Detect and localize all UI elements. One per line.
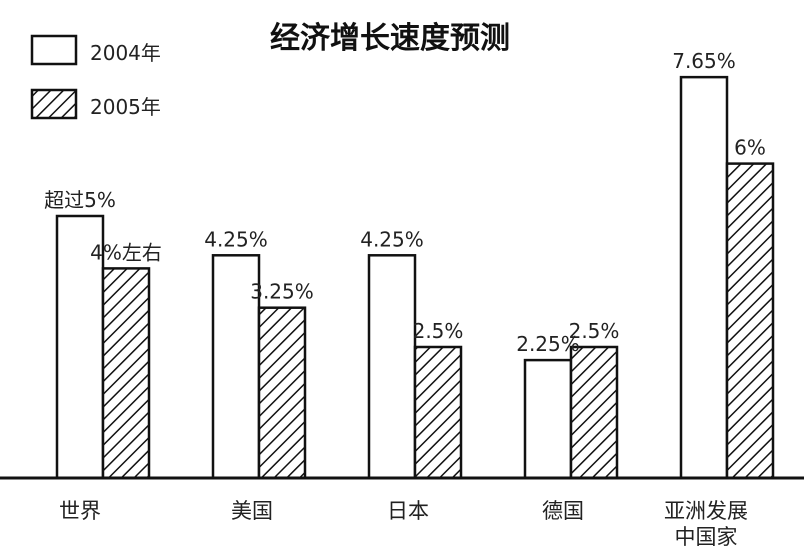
bars [55,75,775,480]
category-label-0: 世界 [59,499,101,523]
data-label-2004-1: 4.25% [204,227,268,251]
legend-swatch-2005 [30,88,78,120]
bar-2004-4 [679,75,729,480]
data-label-2005-3: 2.5% [569,319,620,343]
chart-title: 经济增长速度预测 [270,21,510,56]
legend: 2004年 2005年 [30,34,161,120]
bar-2005-2 [413,345,463,480]
category-label-4-line-0: 亚洲发展 [664,499,748,523]
category-label-4-line-1: 中国家 [675,525,738,549]
legend-label-2004: 2004年 [90,41,161,65]
bar-2004-0 [55,214,105,480]
data-label-2004-2: 4.25% [360,227,424,251]
bar-2005-3 [569,345,619,480]
data-label-2005-1: 3.25% [250,280,314,304]
category-label-1: 美国 [231,499,273,523]
category-label-2: 日本 [387,499,429,523]
bar-2005-4 [725,162,775,480]
bar-2004-2 [367,254,417,480]
data-labels: 超过5% 4.25% 4.25% 2.25% 7.65% 4%左右 3.25% 2.5% 2.5… [44,49,766,356]
legend-swatch-2004 [30,34,78,66]
bar-2005-0 [101,267,151,480]
bar-2004-3 [523,358,573,480]
data-label-2005-4: 6% [734,136,766,160]
legend-label-2005: 2005年 [90,95,161,119]
category-label-3: 德国 [542,499,584,523]
data-label-2005-2: 2.5% [413,319,464,343]
data-label-2004-4: 7.65% [672,49,736,73]
data-label-2004-3: 2.25% [516,332,580,356]
bar-2005-1 [257,306,307,480]
bar-2004-1 [211,254,261,480]
data-label-2005-0: 4%左右 [90,240,162,264]
data-label-2004-0: 超过5% [44,188,116,212]
